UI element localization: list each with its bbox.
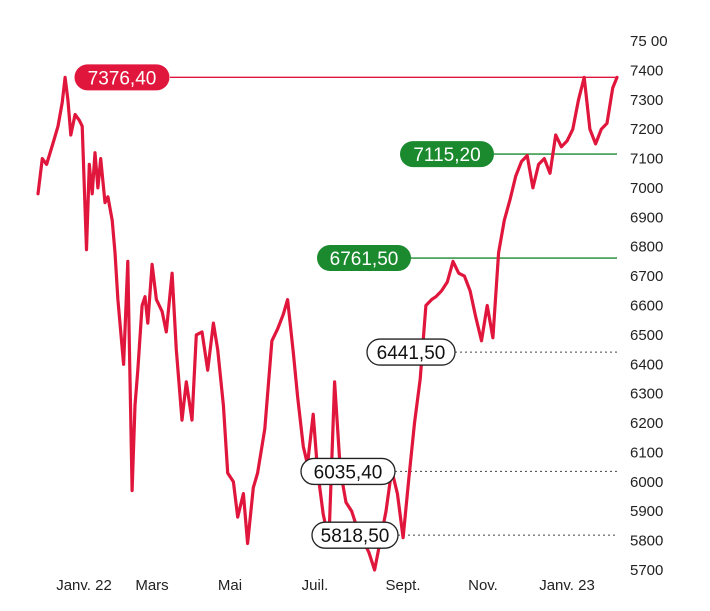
x-tick-label: Juil.	[302, 577, 329, 594]
y-tick-label: 6700	[630, 268, 663, 285]
reference-value-badge	[317, 245, 411, 272]
reference-value-label: 6035,40	[314, 462, 383, 483]
reference-value-badge	[300, 457, 396, 486]
reference-lines	[170, 76, 617, 536]
y-tick-label: 6400	[630, 356, 663, 373]
reference-value-label: 6441,50	[377, 343, 446, 364]
price-series-line	[36, 75, 619, 572]
x-tick-label: Janv. 23	[539, 577, 595, 594]
y-tick-label: 7100	[630, 151, 663, 168]
reference-value-badge	[74, 64, 170, 91]
y-tick-label: 5700	[630, 562, 663, 579]
reference-value-label: 7376,40	[88, 68, 157, 89]
reference-value-badge	[400, 141, 494, 168]
y-tick-label: 7400	[630, 62, 663, 79]
y-tick-label: 6000	[630, 474, 663, 491]
reference-value-label: 6761,50	[330, 249, 399, 270]
y-tick-label: 6300	[630, 386, 663, 403]
y-tick-label: 5800	[630, 533, 663, 550]
x-tick-label: Mai	[218, 577, 242, 594]
y-tick-label: 5900	[630, 503, 663, 520]
y-tick-label: 6900	[630, 209, 663, 226]
x-tick-label: Sept.	[385, 577, 420, 594]
reference-value-label: 5818,50	[321, 526, 390, 547]
y-tick-label: 6500	[630, 327, 663, 344]
y-tick-label: 7200	[630, 121, 663, 138]
y-axis-tick-labels: 75 00 7400 7300 7200 7100 7000 6900 6800 6700 660…	[630, 33, 668, 579]
reference-value-label: 7115,20	[413, 145, 480, 166]
y-tick-label: 6100	[630, 444, 663, 461]
x-tick-label: Nov.	[468, 577, 498, 594]
reference-value-badge	[311, 521, 399, 549]
x-axis-tick-labels: Janv. 22 Mars Mai Juil. Sept. Nov. Janv. 23	[56, 577, 595, 594]
x-tick-label: Janv. 22	[56, 577, 112, 594]
y-tick-label: 7300	[630, 92, 663, 109]
y-tick-label: 6800	[630, 239, 663, 256]
y-tick-label: 6200	[630, 415, 663, 432]
y-tick-label: 6600	[630, 298, 663, 315]
y-tick-label: 75 00	[630, 33, 668, 50]
reference-labels: 7376,40 7115,20 6761,50 6441,50 6035,40 5818,…	[74, 64, 494, 549]
reference-value-badge	[366, 338, 456, 366]
y-tick-label: 7000	[630, 180, 663, 197]
x-tick-label: Mars	[135, 577, 168, 594]
